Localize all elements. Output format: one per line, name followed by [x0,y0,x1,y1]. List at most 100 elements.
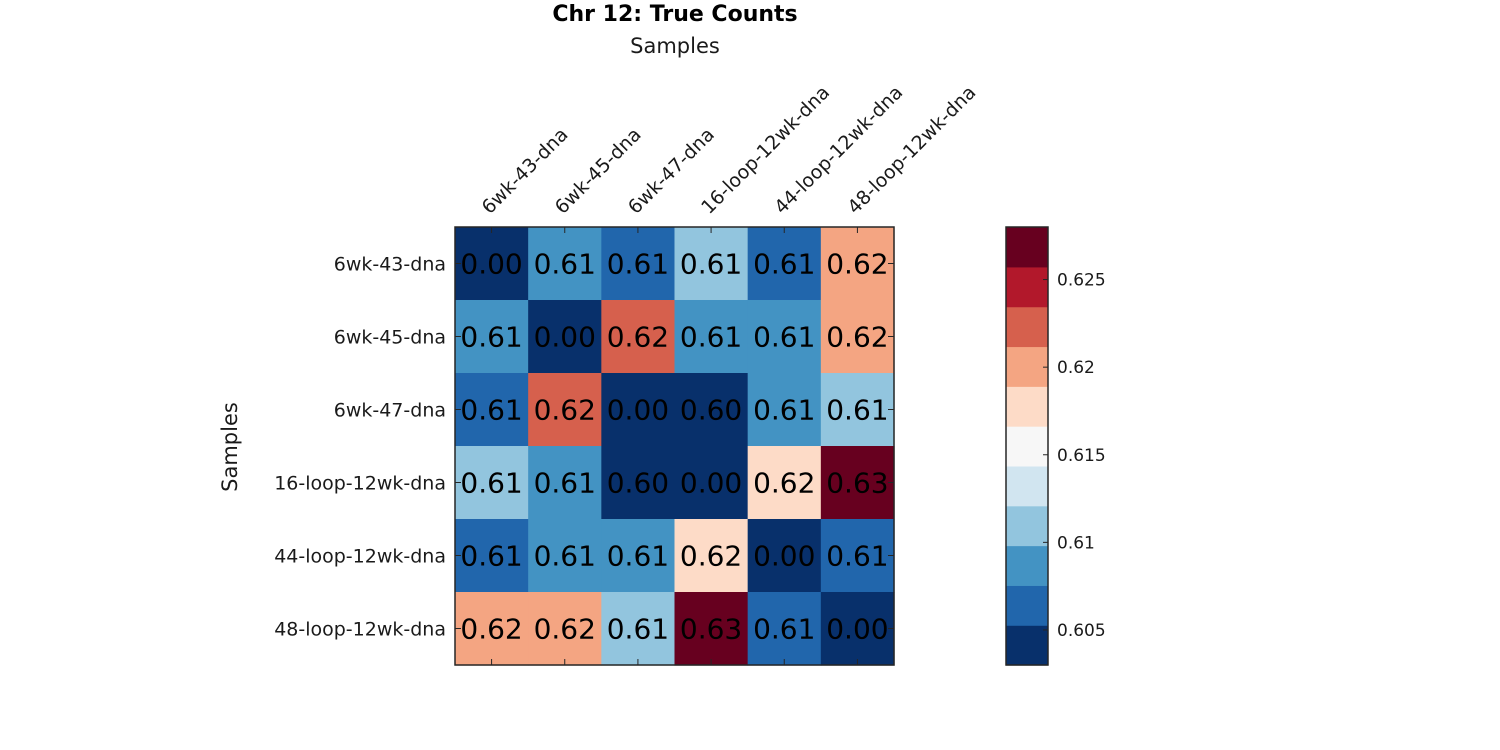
x-axis-label: Samples [630,34,720,58]
colorbar-segment [1006,585,1048,626]
cell-value-label: 0.60 [607,467,669,500]
y-tick-labels: 6wk-43-dna 6wk-45-dna 6wk-47-dna 16-loop-12… [274,254,446,641]
cell-value-label: 0.61 [607,613,669,646]
cell-value-label: 0.61 [753,321,815,354]
y-tick-label: 44-loop-12wk-dna [274,546,446,568]
cell-value-label: 0.61 [607,248,669,281]
cell-value-label: 0.00 [534,321,596,354]
heatmap-cell [820,519,895,593]
heatmap-cell [674,592,749,666]
cell-value-label: 0.00 [826,613,888,646]
heatmap-cell [820,300,895,374]
heatmap-cell [674,519,749,593]
y-tick-label: 6wk-47-dna [334,400,446,422]
x-tick-label: 48-loop-12wk-dna [843,81,980,218]
heatmap-cells [455,227,895,666]
heatmap-cell [528,592,602,666]
y-tick-label: 6wk-45-dna [334,327,446,349]
plot-frame [454,226,895,666]
heatmap-cell [674,446,749,520]
cell-value-label: 0.62 [607,321,669,354]
colorbar-segment [1006,545,1048,586]
colorbar-tick-label: 0.615 [1057,446,1106,466]
cell-value-label: 0.62 [826,248,888,281]
cell-value-label: 0.62 [534,394,596,427]
cell-value-label: 0.63 [680,613,742,646]
x-tick-labels: 6wk-43-dna6wk-45-dna6wk-47-dna16-loop-12… [478,81,981,218]
cell-value-label: 0.00 [607,394,669,427]
colorbar: 0.605 0.61 0.615 0.62 0.625 [1005,226,1106,666]
cell-value-label: 0.62 [534,613,596,646]
cell-value-label: 0.61 [753,394,815,427]
cell-value-label: 0.61 [680,248,742,281]
cell-value-label: 0.61 [460,467,522,500]
cell-value-label: 0.61 [753,248,815,281]
x-tick-label: 44-loop-12wk-dna [770,81,907,218]
heatmap-cell [747,446,822,520]
colorbar-segment [1006,306,1048,348]
heatmap-cell [820,592,895,666]
colorbar-segment [1006,505,1048,547]
colorbar-segment [1006,386,1048,427]
heatmap-cell [674,300,749,374]
heatmap-cell [747,373,822,447]
cell-value-label: 0.00 [753,540,815,573]
heatmap-cell [601,519,676,593]
heatmap-cell [747,300,822,374]
colorbar-segment [1006,625,1048,666]
cell-value-label: 0.60 [680,394,742,427]
colorbar-segment [1006,227,1048,268]
heatmap-cell [528,373,602,447]
heatmap-cell [455,227,529,301]
heatmap-cell-labels: 0.00 0.61 0.61 0.61 0.61 0.62 0.61 0.00 0.62 0.61… [460,248,888,646]
heatmap-cell [747,592,822,666]
heatmap-cell [601,446,676,520]
heatmap-cell [528,519,602,593]
colorbar-tick-label: 0.61 [1057,533,1095,553]
colorbar-frame [1005,226,1049,666]
heatmap-cell [601,300,676,374]
cell-value-label: 0.63 [826,467,888,500]
cell-value-label: 0.61 [460,540,522,573]
colorbar-segment [1006,346,1048,387]
heatmap-cell [674,227,749,301]
y-tick-label: 6wk-43-dna [334,254,446,276]
heatmap-cell [528,227,602,301]
cell-value-label: 0.61 [534,467,596,500]
cell-value-label: 0.62 [753,467,815,500]
heatmap-cell [601,227,676,301]
colorbar-tick-label: 0.625 [1057,271,1106,291]
heatmap-cell [455,446,529,520]
heatmap-cell [455,519,529,593]
heatmap-cell [601,592,676,666]
heatmap-cell [455,300,529,374]
heatmap-tick-marks [455,227,894,665]
cell-value-label: 0.62 [826,321,888,354]
cell-value-label: 0.61 [460,321,522,354]
cell-value-label: 0.61 [607,540,669,573]
cell-value-label: 0.62 [680,540,742,573]
chart-title: Chr 12: True Counts [552,2,797,27]
cell-value-label: 0.61 [534,540,596,573]
heatmap-cell [601,373,676,447]
colorbar-segment [1006,465,1048,507]
heatmap-cell [747,519,822,593]
heatmap-cell [455,592,529,666]
heatmap-cell [674,373,749,447]
x-tick-label: 16-loop-12wk-dna [697,81,834,218]
y-tick-label: 16-loop-12wk-dna [274,473,446,495]
colorbar-segment [1006,426,1048,467]
colorbar-segment [1006,266,1048,308]
heatmap-cell [820,373,895,447]
heatmap-cell [528,300,602,374]
cell-value-label: 0.00 [680,467,742,500]
cell-value-label: 0.61 [680,321,742,354]
y-axis-label: Samples [218,402,242,492]
heatmap-cell [747,227,822,301]
heatmap-cell [820,227,895,301]
heatmap-cell [528,446,602,520]
cell-value-label: 0.62 [460,613,522,646]
y-tick-label: 48-loop-12wk-dna [274,619,446,641]
cell-value-label: 0.61 [534,248,596,281]
